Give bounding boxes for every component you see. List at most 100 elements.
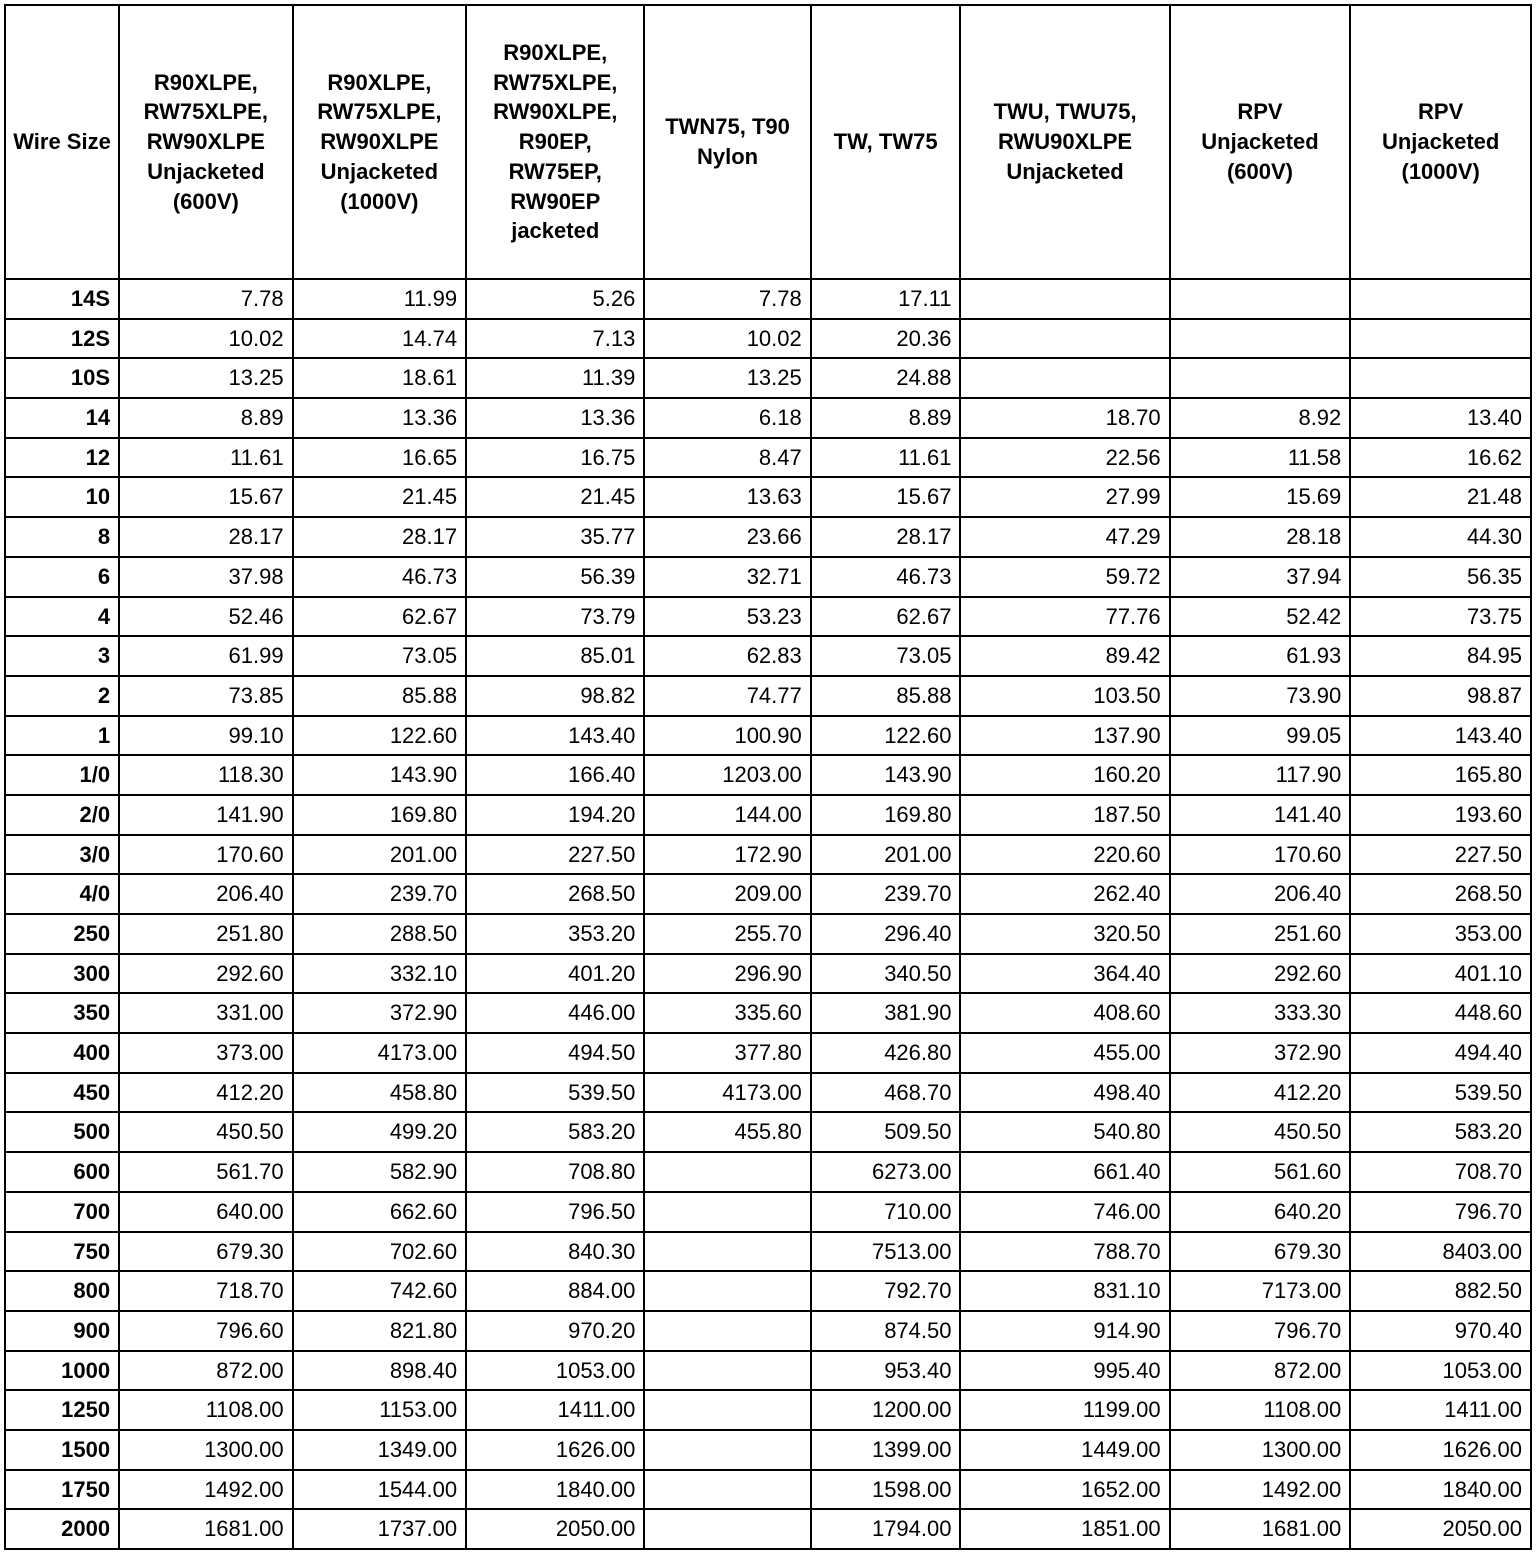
- value-cell: 28.17: [119, 517, 293, 557]
- table-row: 637.9846.7356.3932.7146.7359.7237.9456.3…: [5, 557, 1531, 597]
- value-cell: 206.40: [119, 874, 293, 914]
- table-row: 700640.00662.60796.50710.00746.00640.207…: [5, 1192, 1531, 1232]
- value-cell: 10.02: [119, 319, 293, 359]
- value-cell: 332.10: [293, 954, 467, 994]
- value-cell: 143.90: [811, 755, 961, 795]
- table-row: 2/0141.90169.80194.20144.00169.80187.501…: [5, 795, 1531, 835]
- value-cell: 85.01: [466, 636, 644, 676]
- value-cell: 18.70: [960, 398, 1169, 438]
- value-cell: 1203.00: [644, 755, 810, 795]
- value-cell: 117.90: [1170, 755, 1351, 795]
- value-cell: 73.90: [1170, 676, 1351, 716]
- value-cell: 539.50: [466, 1073, 644, 1113]
- value-cell: [960, 319, 1169, 359]
- value-cell: 166.40: [466, 755, 644, 795]
- value-cell: 77.76: [960, 597, 1169, 637]
- value-cell: 22.56: [960, 438, 1169, 478]
- value-cell: 11.39: [466, 358, 644, 398]
- value-cell: [1350, 358, 1531, 398]
- value-cell: 583.20: [466, 1112, 644, 1152]
- value-cell: 662.60: [293, 1192, 467, 1232]
- value-cell: 455.80: [644, 1112, 810, 1152]
- value-cell: 7.78: [119, 279, 293, 319]
- value-cell: 62.83: [644, 636, 810, 676]
- value-cell: 882.50: [1350, 1271, 1531, 1311]
- value-cell: [644, 1271, 810, 1311]
- value-cell: 15.67: [811, 477, 961, 517]
- value-cell: 61.99: [119, 636, 293, 676]
- column-header: Wire Size: [5, 5, 119, 279]
- value-cell: 13.25: [119, 358, 293, 398]
- value-cell: 1411.00: [466, 1390, 644, 1430]
- value-cell: 1652.00: [960, 1470, 1169, 1510]
- value-cell: 89.42: [960, 636, 1169, 676]
- value-cell: 13.36: [293, 398, 467, 438]
- table-row: 199.10122.60143.40100.90122.60137.9099.0…: [5, 716, 1531, 756]
- value-cell: 1108.00: [119, 1390, 293, 1430]
- value-cell: 7.13: [466, 319, 644, 359]
- column-header: RPV Unjacketed (600V): [1170, 5, 1351, 279]
- value-cell: 372.90: [1170, 1033, 1351, 1073]
- wire-size-cell: 2: [5, 676, 119, 716]
- value-cell: 292.60: [1170, 954, 1351, 994]
- wire-size-cell: 8: [5, 517, 119, 557]
- value-cell: 796.70: [1350, 1192, 1531, 1232]
- value-cell: 561.70: [119, 1152, 293, 1192]
- value-cell: 11.61: [119, 438, 293, 478]
- value-cell: 1598.00: [811, 1470, 961, 1510]
- value-cell: 16.62: [1350, 438, 1531, 478]
- value-cell: 268.50: [1350, 874, 1531, 914]
- value-cell: [644, 1152, 810, 1192]
- value-cell: 239.70: [811, 874, 961, 914]
- value-cell: 2050.00: [466, 1509, 644, 1549]
- table-row: 14S7.7811.995.267.7817.11: [5, 279, 1531, 319]
- value-cell: 710.00: [811, 1192, 961, 1232]
- table-body: 14S7.7811.995.267.7817.1112S10.0214.747.…: [5, 279, 1531, 1549]
- value-cell: 1840.00: [1350, 1470, 1531, 1510]
- value-cell: 62.67: [293, 597, 467, 637]
- value-cell: 24.88: [811, 358, 961, 398]
- value-cell: 73.05: [811, 636, 961, 676]
- wire-size-cell: 12: [5, 438, 119, 478]
- value-cell: 498.40: [960, 1073, 1169, 1113]
- value-cell: 1200.00: [811, 1390, 961, 1430]
- value-cell: 840.30: [466, 1232, 644, 1272]
- value-cell: 640.20: [1170, 1192, 1351, 1232]
- value-cell: 100.90: [644, 716, 810, 756]
- value-cell: 73.79: [466, 597, 644, 637]
- value-cell: 914.90: [960, 1311, 1169, 1351]
- wire-size-cell: 14S: [5, 279, 119, 319]
- value-cell: 169.80: [293, 795, 467, 835]
- value-cell: 296.90: [644, 954, 810, 994]
- wire-size-cell: 500: [5, 1112, 119, 1152]
- value-cell: 8.89: [119, 398, 293, 438]
- value-cell: [644, 1351, 810, 1391]
- wire-size-cell: 1750: [5, 1470, 119, 1510]
- value-cell: 98.82: [466, 676, 644, 716]
- value-cell: 143.40: [466, 716, 644, 756]
- value-cell: 28.17: [293, 517, 467, 557]
- table-row: 12S10.0214.747.1310.0220.36: [5, 319, 1531, 359]
- value-cell: 1681.00: [1170, 1509, 1351, 1549]
- wire-size-cell: 4/0: [5, 874, 119, 914]
- value-cell: 59.72: [960, 557, 1169, 597]
- table-row: 3/0170.60201.00227.50172.90201.00220.601…: [5, 835, 1531, 875]
- value-cell: [644, 1232, 810, 1272]
- table-row: 10S13.2518.6111.3913.2524.88: [5, 358, 1531, 398]
- value-cell: 165.80: [1350, 755, 1531, 795]
- value-cell: 381.90: [811, 993, 961, 1033]
- value-cell: 172.90: [644, 835, 810, 875]
- value-cell: 796.60: [119, 1311, 293, 1351]
- table-row: 1/0118.30143.90166.401203.00143.90160.20…: [5, 755, 1531, 795]
- value-cell: 540.80: [960, 1112, 1169, 1152]
- value-cell: 15.67: [119, 477, 293, 517]
- value-cell: 52.46: [119, 597, 293, 637]
- table-row: 250251.80288.50353.20255.70296.40320.502…: [5, 914, 1531, 954]
- value-cell: 194.20: [466, 795, 644, 835]
- value-cell: 458.80: [293, 1073, 467, 1113]
- value-cell: 143.40: [1350, 716, 1531, 756]
- value-cell: 353.00: [1350, 914, 1531, 954]
- value-cell: 353.20: [466, 914, 644, 954]
- table-row: 12501108.001153.001411.001200.001199.001…: [5, 1390, 1531, 1430]
- value-cell: 661.40: [960, 1152, 1169, 1192]
